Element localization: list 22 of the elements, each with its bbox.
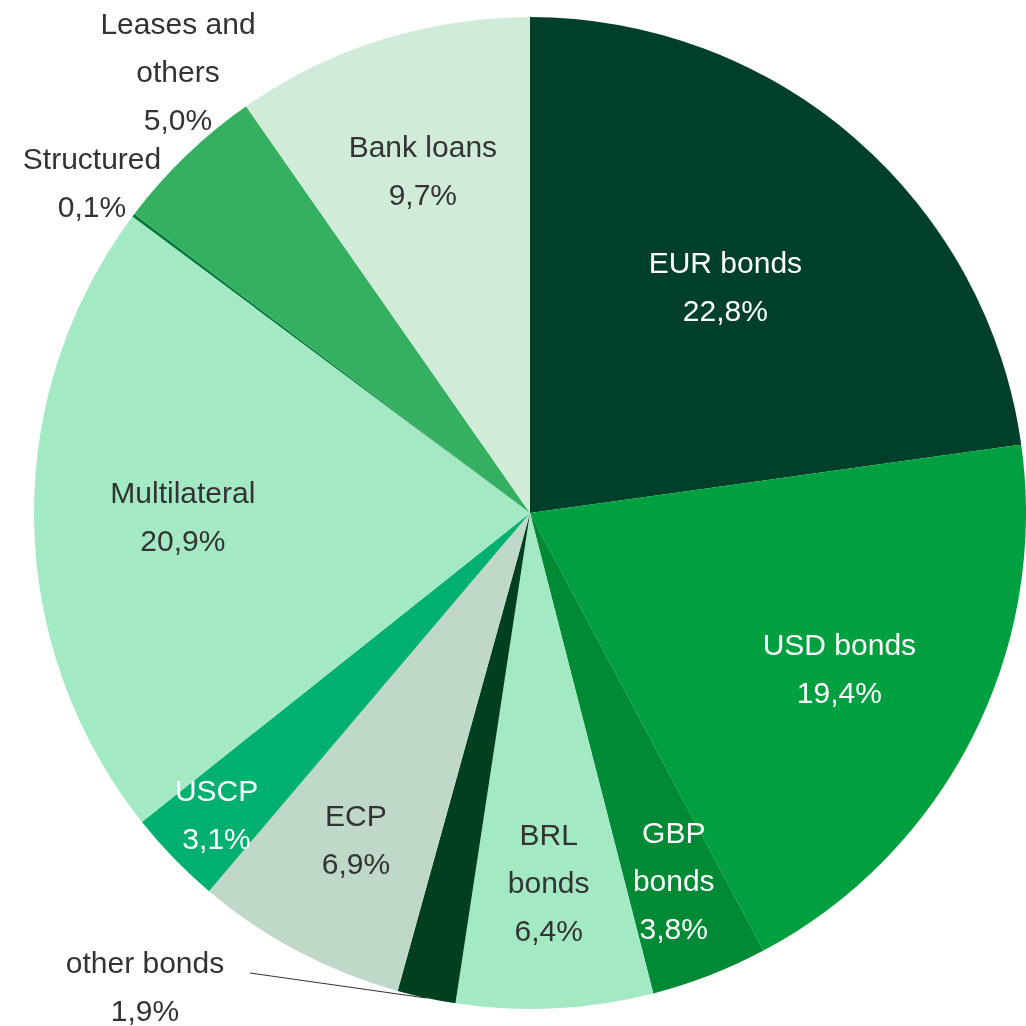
data-label: 6,4% — [514, 913, 583, 947]
data-label: 3,8% — [639, 912, 708, 946]
data-label: 3,1% — [182, 822, 251, 856]
data-label: 0,1% — [57, 190, 127, 224]
slice-label: Bank loans — [348, 129, 498, 163]
slice-label: EUR bonds — [648, 245, 803, 279]
data-label: 20,9% — [140, 523, 226, 557]
data-label: 1,9% — [110, 994, 180, 1026]
data-label: 19,4% — [796, 675, 882, 709]
slice-label: ECP — [325, 799, 387, 833]
data-label: 6,9% — [321, 847, 391, 881]
data-label: 5,0% — [143, 103, 213, 137]
slice-label: other bonds — [65, 946, 225, 980]
slice-label: BRL bonds — [507, 817, 590, 899]
slice-label: Leases and others — [100, 7, 256, 89]
slice-label: Structured — [22, 142, 162, 176]
slice-label: USCP — [174, 774, 259, 808]
data-label: 22,8% — [682, 293, 768, 327]
slice-label: Multilateral — [110, 475, 256, 509]
slice-label: GBP bonds — [632, 816, 715, 898]
slice-label: USD bonds — [762, 627, 917, 661]
data-label: 9,7% — [388, 177, 458, 211]
